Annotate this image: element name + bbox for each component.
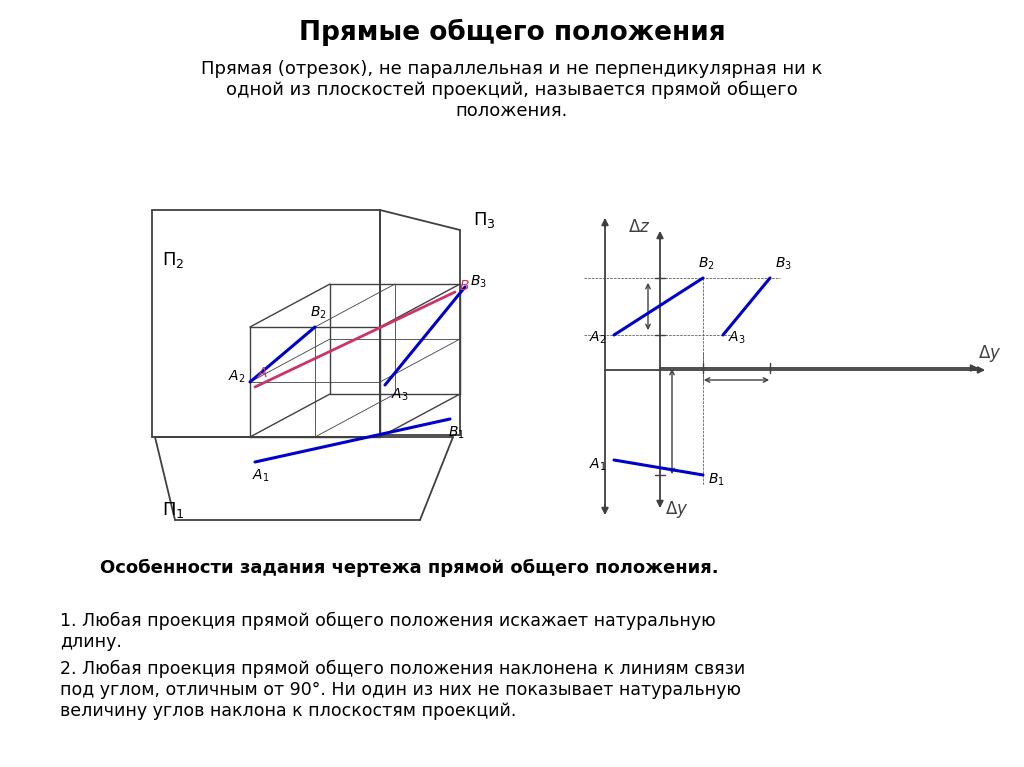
Text: $\Pi_2$: $\Pi_2$ bbox=[162, 250, 184, 270]
Text: Особенности задания чертежа прямой общего положения.: Особенности задания чертежа прямой общег… bbox=[100, 559, 719, 577]
Text: $A_1$: $A_1$ bbox=[252, 468, 269, 484]
Text: $B_2$: $B_2$ bbox=[310, 304, 327, 321]
Text: $A_1$: $A_1$ bbox=[589, 457, 606, 473]
Text: $B_2$: $B_2$ bbox=[698, 256, 715, 272]
Text: $B_3$: $B_3$ bbox=[470, 274, 486, 290]
Text: $A_3$: $A_3$ bbox=[391, 387, 409, 403]
Text: $\Pi_1$: $\Pi_1$ bbox=[162, 500, 184, 520]
Text: $A_2$: $A_2$ bbox=[228, 369, 246, 385]
Text: 1. Любая проекция прямой общего положения искажает натуральную
длину.: 1. Любая проекция прямой общего положени… bbox=[60, 612, 716, 651]
Text: $\Delta z$: $\Delta z$ bbox=[628, 218, 650, 236]
Text: $B$: $B$ bbox=[459, 279, 470, 293]
Text: $A_3$: $A_3$ bbox=[728, 330, 745, 346]
Text: Прямая (отрезок), не параллельная и не перпендикулярная ни к
одной из плоскостей: Прямая (отрезок), не параллельная и не п… bbox=[202, 60, 822, 120]
Text: $B_3$: $B_3$ bbox=[775, 256, 792, 272]
Text: $\Delta y$: $\Delta y$ bbox=[665, 499, 688, 521]
Text: Прямые общего положения: Прямые общего положения bbox=[299, 18, 725, 45]
Text: $A$: $A$ bbox=[257, 366, 268, 380]
Text: 2. Любая проекция прямой общего положения наклонена к линиям связи
под углом, от: 2. Любая проекция прямой общего положени… bbox=[60, 660, 745, 720]
Text: $\Delta y$: $\Delta y$ bbox=[978, 344, 1001, 364]
Text: $\Pi_3$: $\Pi_3$ bbox=[473, 210, 496, 230]
Text: $B_1$: $B_1$ bbox=[449, 425, 465, 441]
Text: $B_1$: $B_1$ bbox=[708, 472, 725, 489]
Text: $A_2$: $A_2$ bbox=[589, 330, 606, 346]
